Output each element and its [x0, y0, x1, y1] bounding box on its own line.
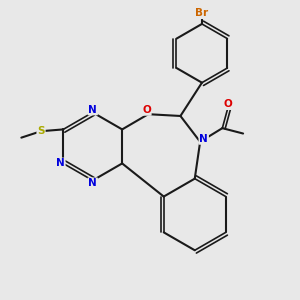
Text: O: O [223, 99, 232, 109]
Text: N: N [56, 158, 65, 168]
Text: O: O [142, 105, 151, 115]
Text: N: N [199, 134, 208, 144]
Text: N: N [88, 178, 97, 188]
Text: Br: Br [195, 8, 208, 18]
Text: S: S [37, 126, 45, 136]
Text: N: N [88, 104, 97, 115]
